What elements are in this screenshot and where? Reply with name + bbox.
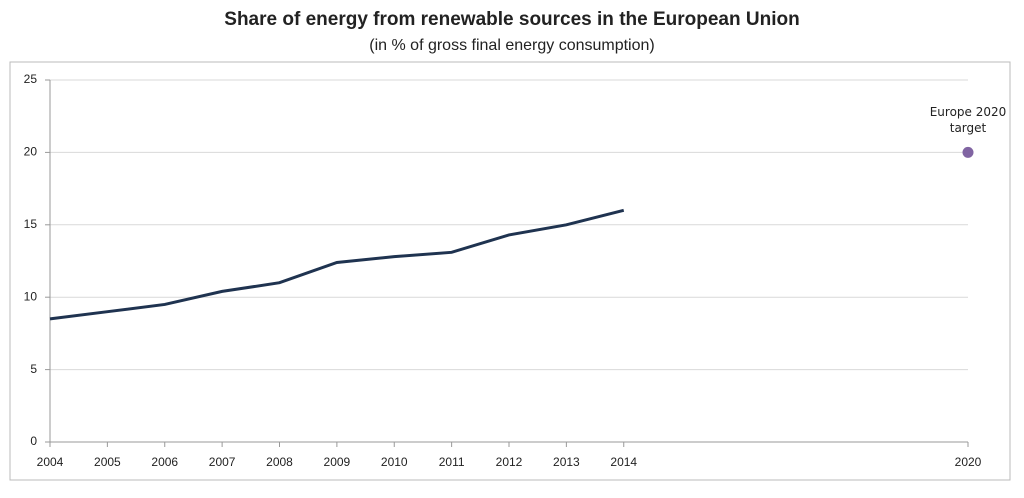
x-tick-label: 2011 — [439, 455, 465, 469]
chart-subtitle: (in % of gross final energy consumption) — [369, 37, 654, 54]
y-tick-label: 20 — [24, 145, 38, 159]
y-tick-label: 25 — [24, 72, 38, 86]
y-tick-label: 0 — [30, 434, 37, 448]
x-tick-label: 2005 — [94, 455, 121, 469]
x-tick-label: 2009 — [324, 455, 351, 469]
y-tick-label: 15 — [24, 217, 38, 231]
x-tick-label: 2014 — [610, 455, 637, 469]
line — [49, 208, 625, 321]
x-tick-label: 2012 — [496, 455, 523, 469]
y-tick-label: 5 — [30, 362, 37, 376]
annotation: Europe 2020 target — [929, 105, 1007, 136]
x-tick-label: 2004 — [37, 455, 64, 469]
x-tick-label: 2010 — [381, 455, 408, 469]
y-tick-label: 10 — [24, 289, 38, 303]
x-tick-label: 2007 — [209, 455, 236, 469]
chart-title: Share of energy from renewable sources i… — [224, 9, 799, 30]
x-tick-label: 2006 — [151, 455, 178, 469]
point — [962, 146, 974, 158]
plot-frame — [9, 61, 1011, 481]
x-tick-label: 2020 — [955, 455, 982, 469]
x-tick-label: 2013 — [553, 455, 580, 469]
x-tick-label: 2008 — [266, 455, 293, 469]
